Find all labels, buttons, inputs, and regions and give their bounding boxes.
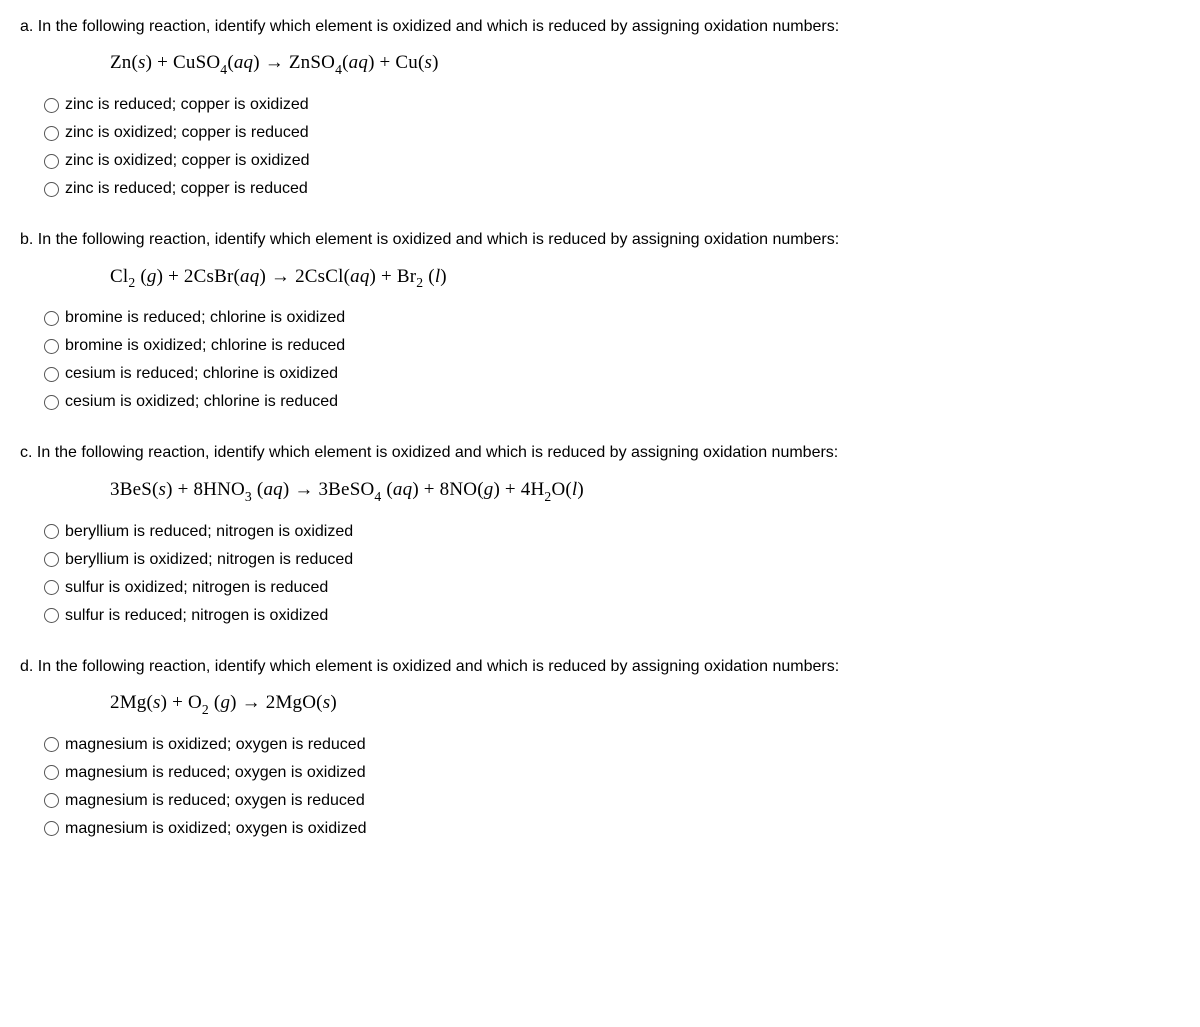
option-label: zinc is oxidized; copper is reduced [65, 121, 309, 145]
question-letter: c. [20, 444, 32, 461]
option-label: sulfur is reduced; nitrogen is oxidized [65, 604, 328, 628]
question-prompt-text: In the following reaction, identify whic… [38, 18, 839, 35]
option[interactable]: beryllium is oxidized; nitrogen is reduc… [44, 548, 1180, 572]
question-equation: Zn(s) + CuSO4(aq) → ZnSO4(aq) + Cu(s) [110, 52, 1180, 77]
radio-icon[interactable] [44, 552, 59, 567]
option[interactable]: bromine is reduced; chlorine is oxidized [44, 306, 1180, 330]
radio-icon[interactable] [44, 98, 59, 113]
option-label: cesium is reduced; chlorine is oxidized [65, 362, 338, 386]
option-label: magnesium is oxidized; oxygen is oxidize… [65, 817, 366, 841]
radio-icon[interactable] [44, 339, 59, 354]
question-letter: b. [20, 231, 33, 248]
option[interactable]: magnesium is oxidized; oxygen is oxidize… [44, 817, 1180, 841]
option-label: zinc is reduced; copper is oxidized [65, 93, 309, 117]
option-label: sulfur is oxidized; nitrogen is reduced [65, 576, 328, 600]
option[interactable]: magnesium is reduced; oxygen is reduced [44, 789, 1180, 813]
radio-icon[interactable] [44, 765, 59, 780]
option-label: beryllium is oxidized; nitrogen is reduc… [65, 548, 353, 572]
option[interactable]: beryllium is reduced; nitrogen is oxidiz… [44, 520, 1180, 544]
radio-icon[interactable] [44, 154, 59, 169]
radio-icon[interactable] [44, 395, 59, 410]
radio-icon[interactable] [44, 182, 59, 197]
option-label: bromine is reduced; chlorine is oxidized [65, 306, 345, 330]
radio-icon[interactable] [44, 580, 59, 595]
option-label: zinc is oxidized; copper is oxidized [65, 149, 310, 173]
option[interactable]: magnesium is reduced; oxygen is oxidized [44, 761, 1180, 785]
option[interactable]: sulfur is reduced; nitrogen is oxidized [44, 604, 1180, 628]
radio-icon[interactable] [44, 793, 59, 808]
option[interactable]: zinc is reduced; copper is reduced [44, 177, 1180, 201]
option[interactable]: zinc is reduced; copper is oxidized [44, 93, 1180, 117]
radio-icon[interactable] [44, 524, 59, 539]
question-options: magnesium is oxidized; oxygen is reduced… [44, 733, 1180, 841]
question-prompt: c. In the following reaction, identify w… [20, 442, 1180, 464]
option[interactable]: bromine is oxidized; chlorine is reduced [44, 334, 1180, 358]
option-label: zinc is reduced; copper is reduced [65, 177, 308, 201]
question-options: bromine is reduced; chlorine is oxidized… [44, 306, 1180, 414]
radio-icon[interactable] [44, 821, 59, 836]
option[interactable]: cesium is reduced; chlorine is oxidized [44, 362, 1180, 386]
question-prompt-text: In the following reaction, identify whic… [37, 444, 838, 461]
radio-icon[interactable] [44, 608, 59, 623]
question-equation: Cl2 (g) + 2CsBr(aq) → 2CsCl(aq) + Br2 (l… [110, 266, 1180, 291]
option-label: magnesium is reduced; oxygen is reduced [65, 789, 365, 813]
question-prompt-text: In the following reaction, identify whic… [38, 231, 839, 248]
question-prompt: d. In the following reaction, identify w… [20, 656, 1180, 678]
radio-icon[interactable] [44, 737, 59, 752]
question-b: b. In the following reaction, identify w… [20, 229, 1180, 414]
radio-icon[interactable] [44, 126, 59, 141]
option[interactable]: cesium is oxidized; chlorine is reduced [44, 390, 1180, 414]
option[interactable]: magnesium is oxidized; oxygen is reduced [44, 733, 1180, 757]
question-letter: d. [20, 658, 33, 675]
option-label: magnesium is reduced; oxygen is oxidized [65, 761, 366, 785]
question-letter: a. [20, 18, 33, 35]
question-a: a. In the following reaction, identify w… [20, 16, 1180, 201]
question-options: beryllium is reduced; nitrogen is oxidiz… [44, 520, 1180, 628]
question-options: zinc is reduced; copper is oxidized zinc … [44, 93, 1180, 201]
option-label: magnesium is oxidized; oxygen is reduced [65, 733, 366, 757]
option[interactable]: zinc is oxidized; copper is reduced [44, 121, 1180, 145]
question-prompt: b. In the following reaction, identify w… [20, 229, 1180, 251]
option-label: beryllium is reduced; nitrogen is oxidiz… [65, 520, 353, 544]
radio-icon[interactable] [44, 367, 59, 382]
option[interactable]: sulfur is oxidized; nitrogen is reduced [44, 576, 1180, 600]
question-prompt-text: In the following reaction, identify whic… [38, 658, 839, 675]
question-prompt: a. In the following reaction, identify w… [20, 16, 1180, 38]
question-equation: 3BeS(s) + 8HNO3 (aq) → 3BeSO4 (aq) + 8NO… [110, 479, 1180, 504]
option-label: cesium is oxidized; chlorine is reduced [65, 390, 338, 414]
option[interactable]: zinc is oxidized; copper is oxidized [44, 149, 1180, 173]
question-c: c. In the following reaction, identify w… [20, 442, 1180, 627]
radio-icon[interactable] [44, 311, 59, 326]
question-equation: 2Mg(s) + O2 (g) → 2MgO(s) [110, 692, 1180, 717]
option-label: bromine is oxidized; chlorine is reduced [65, 334, 345, 358]
question-d: d. In the following reaction, identify w… [20, 656, 1180, 841]
